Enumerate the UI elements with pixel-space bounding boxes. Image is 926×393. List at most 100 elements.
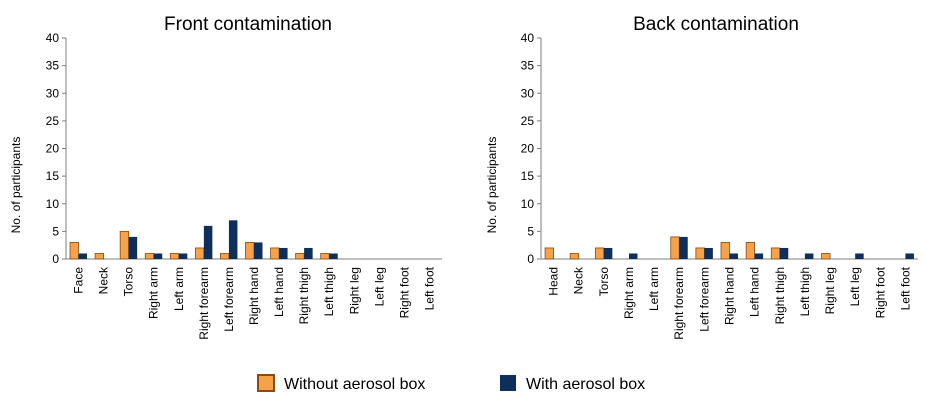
bar-with-aerosol-box-left-arm: [178, 253, 188, 259]
x-tick-label-right-leg: Right leg: [823, 267, 837, 314]
bar-with-aerosol-box-right-arm: [153, 253, 163, 259]
bar-without-aerosol-box-torso: [119, 230, 130, 260]
y-tick-label: 35: [46, 59, 60, 73]
x-tick-label-right-forearm: Right forearm: [197, 267, 211, 340]
legend-label-with-aerosol-box: With aerosol box: [526, 376, 645, 393]
legend-swatch-with-aerosol-box: [500, 375, 516, 391]
y-tick-label: 10: [521, 197, 535, 211]
x-tick-label-neck: Neck: [572, 266, 586, 294]
bar-with-aerosol-box-right-hand: [254, 242, 263, 259]
bar-without-aerosol-box-left-arm: [169, 253, 180, 260]
bar-with-aerosol-box-right-arm: [628, 253, 638, 259]
x-tick-label-left-thigh: Left thigh: [798, 267, 812, 316]
bar-with-aerosol-box-right-thigh: [304, 247, 313, 259]
x-tick-label-right-foot: Right foot: [397, 266, 411, 318]
x-tick-label-right-thigh: Right thigh: [297, 267, 311, 324]
y-tick-label: 0: [52, 252, 59, 266]
y-tick-label: 25: [46, 114, 60, 128]
back-contamination-chart: Back contamination No. of participants 0 5 1…: [485, 14, 918, 340]
y-tick-label: 40: [46, 31, 60, 45]
chart-title: Back contamination: [633, 14, 799, 35]
bar-without-aerosol-box-right-hand: [720, 242, 730, 260]
x-tick-label-right-hand: Right hand: [247, 267, 261, 325]
x-tick-label-right-hand: Right hand: [723, 267, 737, 325]
x-tick-label-left-forearm: Left forearm: [222, 267, 236, 332]
bar-with-aerosol-box-right-hand: [729, 253, 738, 259]
y-axis-label: No. of participants: [485, 137, 499, 234]
y-tick-label: 20: [46, 142, 60, 156]
x-tick-label-left-thigh: Left thigh: [322, 267, 336, 316]
x-tick-label-face: Face: [72, 267, 86, 294]
y-tick-label: 20: [521, 142, 535, 156]
x-tick-label-right-forearm: Right forearm: [672, 267, 686, 340]
bar-without-aerosol-box-head: [544, 247, 554, 260]
x-tick-label-left-foot: Left foot: [898, 266, 912, 310]
y-tick-label: 5: [527, 224, 534, 238]
bar-without-aerosol-box-left-hand: [745, 242, 756, 260]
y-tick-label: 15: [46, 169, 60, 183]
bar-with-aerosol-box-left-thigh: [804, 253, 814, 259]
bar-with-aerosol-box-face: [78, 253, 88, 259]
bar-without-aerosol-box-right-thigh: [770, 247, 781, 260]
bar-without-aerosol-box-right-forearm: [194, 247, 205, 260]
bar-without-aerosol-box-left-forearm: [695, 247, 705, 260]
y-tick-label: 30: [521, 86, 535, 100]
y-tick-label: 0: [527, 252, 534, 266]
y-tick-label: 40: [521, 31, 535, 45]
x-tick-label-right-arm: Right arm: [147, 267, 161, 319]
bar-with-aerosol-box-left-thigh: [329, 253, 338, 259]
bar-with-aerosol-box-torso: [128, 236, 138, 259]
bar-with-aerosol-box-left-foot: [905, 253, 914, 259]
bar-without-aerosol-box-neck: [569, 253, 580, 260]
bar-with-aerosol-box-left-forearm: [704, 247, 713, 259]
bar-with-aerosol-box-left-hand: [754, 253, 764, 259]
bar-with-aerosol-box-torso: [603, 247, 613, 259]
bar-without-aerosol-box-left-thigh: [320, 253, 330, 260]
bar-without-aerosol-box-right-arm: [144, 253, 155, 260]
bar-with-aerosol-box-right-thigh: [779, 247, 789, 259]
x-tick-label-left-hand: Left hand: [748, 267, 762, 317]
x-tick-label-left-foot: Left foot: [422, 266, 436, 310]
x-tick-label-right-foot: Right foot: [873, 266, 887, 318]
x-tick-label-left-leg: Left leg: [372, 267, 386, 306]
bar-with-aerosol-box-left-leg: [855, 253, 864, 259]
bar-without-aerosol-box-right-leg: [821, 253, 831, 260]
x-tick-label-left-arm: Left arm: [172, 267, 186, 311]
x-tick-label-left-hand: Left hand: [272, 267, 286, 317]
legend: Without aerosol box With aerosol box: [257, 374, 645, 393]
x-tick-label-right-arm: Right arm: [622, 267, 636, 319]
x-tick-label-left-forearm: Left forearm: [697, 267, 711, 332]
y-tick-label: 25: [521, 114, 535, 128]
bar-without-aerosol-box-neck: [94, 253, 104, 260]
y-tick-label: 30: [46, 86, 60, 100]
bar-without-aerosol-box-right-thigh: [295, 253, 305, 260]
x-tick-label-left-leg: Left leg: [848, 267, 862, 306]
y-axis-label: No. of participants: [9, 137, 23, 234]
bar-without-aerosol-box-face: [69, 242, 79, 260]
x-tick-label-right-leg: Right leg: [347, 267, 361, 314]
bar-without-aerosol-box-left-forearm: [220, 253, 230, 260]
bar-without-aerosol-box-right-hand: [245, 242, 255, 260]
front-contamination-chart: Front contamination No. of participants 0 5…: [9, 14, 442, 340]
x-tick-label-neck: Neck: [97, 266, 111, 294]
y-tick-label: 10: [46, 197, 60, 211]
chart-title: Front contamination: [164, 14, 332, 35]
y-tick-label: 5: [52, 224, 59, 238]
y-tick-label: 15: [521, 169, 535, 183]
bar-with-aerosol-box-left-hand: [279, 247, 288, 259]
bar-without-aerosol-box-left-hand: [270, 247, 280, 260]
bar-without-aerosol-box-right-forearm: [670, 236, 680, 260]
bar-with-aerosol-box-left-forearm: [228, 220, 238, 259]
x-tick-label-head: Head: [547, 267, 561, 296]
bar-with-aerosol-box-right-forearm: [203, 225, 213, 259]
x-tick-label-torso: Torso: [597, 267, 611, 297]
y-tick-label: 35: [521, 59, 535, 73]
legend-label-without-aerosol-box: Without aerosol box: [284, 376, 425, 393]
bar-with-aerosol-box-right-forearm: [679, 236, 688, 259]
legend-swatch-without-aerosol-box: [257, 374, 275, 392]
x-tick-label-torso: Torso: [122, 267, 136, 297]
bar-without-aerosol-box-torso: [594, 247, 605, 260]
x-tick-label-right-thigh: Right thigh: [773, 267, 787, 324]
